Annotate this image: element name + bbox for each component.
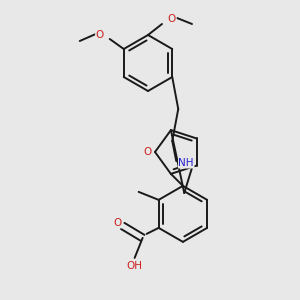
Text: O: O — [113, 218, 122, 228]
Text: OH: OH — [127, 261, 142, 271]
Text: O: O — [96, 30, 104, 40]
Text: NH: NH — [178, 158, 194, 168]
Text: O: O — [143, 147, 151, 157]
Text: O: O — [168, 14, 176, 24]
